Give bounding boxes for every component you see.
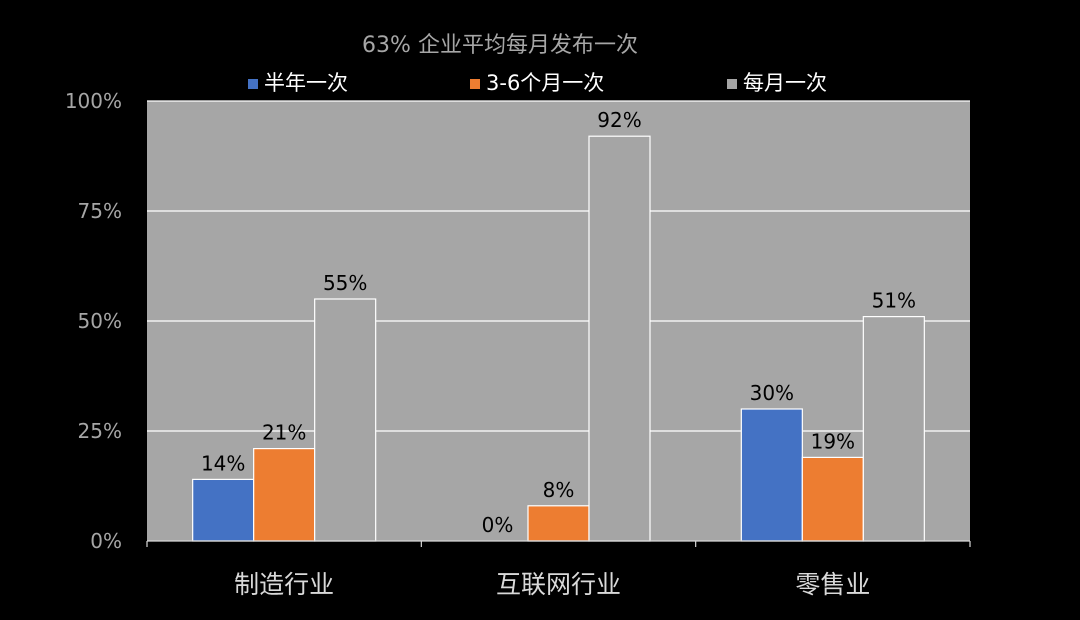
legend-label: 3-6个月一次 <box>486 71 604 95</box>
chart-title: 63% 企业平均每月发布一次 <box>362 33 638 58</box>
bar <box>253 448 316 542</box>
data-label: 51% <box>872 289 916 313</box>
data-label: 55% <box>323 271 367 295</box>
axes: 0% 25% 50% 75% 100% 制造行业 互联网行业 零售业 <box>65 89 971 599</box>
y-tick-label: 50% <box>78 309 122 333</box>
x-tick-label: 制造行业 <box>234 570 334 599</box>
legend-swatch <box>727 79 737 89</box>
x-tick-label: 零售业 <box>795 570 870 599</box>
y-tick-label: 0% <box>90 529 122 553</box>
legend-swatch <box>248 79 258 89</box>
y-tick-label: 75% <box>78 199 122 223</box>
legend-label: 每月一次 <box>743 71 827 95</box>
data-label: 92% <box>597 108 641 132</box>
y-tick-label: 100% <box>65 89 122 113</box>
x-tick-label: 互联网行业 <box>496 570 621 599</box>
data-label: 21% <box>262 421 306 445</box>
bar <box>314 298 377 542</box>
legend-label: 半年一次 <box>264 71 348 95</box>
data-labels: 14% 21% 55% 0% 8% 92% 30% 19% 51% <box>201 108 916 537</box>
bar <box>192 478 255 542</box>
data-label: 14% <box>201 451 245 475</box>
bar <box>740 408 803 542</box>
legend-swatch <box>470 79 480 89</box>
bar <box>862 316 925 542</box>
data-label: 8% <box>543 478 575 502</box>
bar <box>588 135 651 542</box>
gridlines <box>147 100 970 432</box>
data-label: 19% <box>811 429 855 453</box>
legend: 半年一次 3-6个月一次 每月一次 <box>248 71 827 95</box>
data-label: 30% <box>750 381 794 405</box>
y-tick-label: 25% <box>78 419 122 443</box>
bar <box>801 456 864 542</box>
bar <box>527 505 590 542</box>
data-label: 0% <box>482 513 514 537</box>
